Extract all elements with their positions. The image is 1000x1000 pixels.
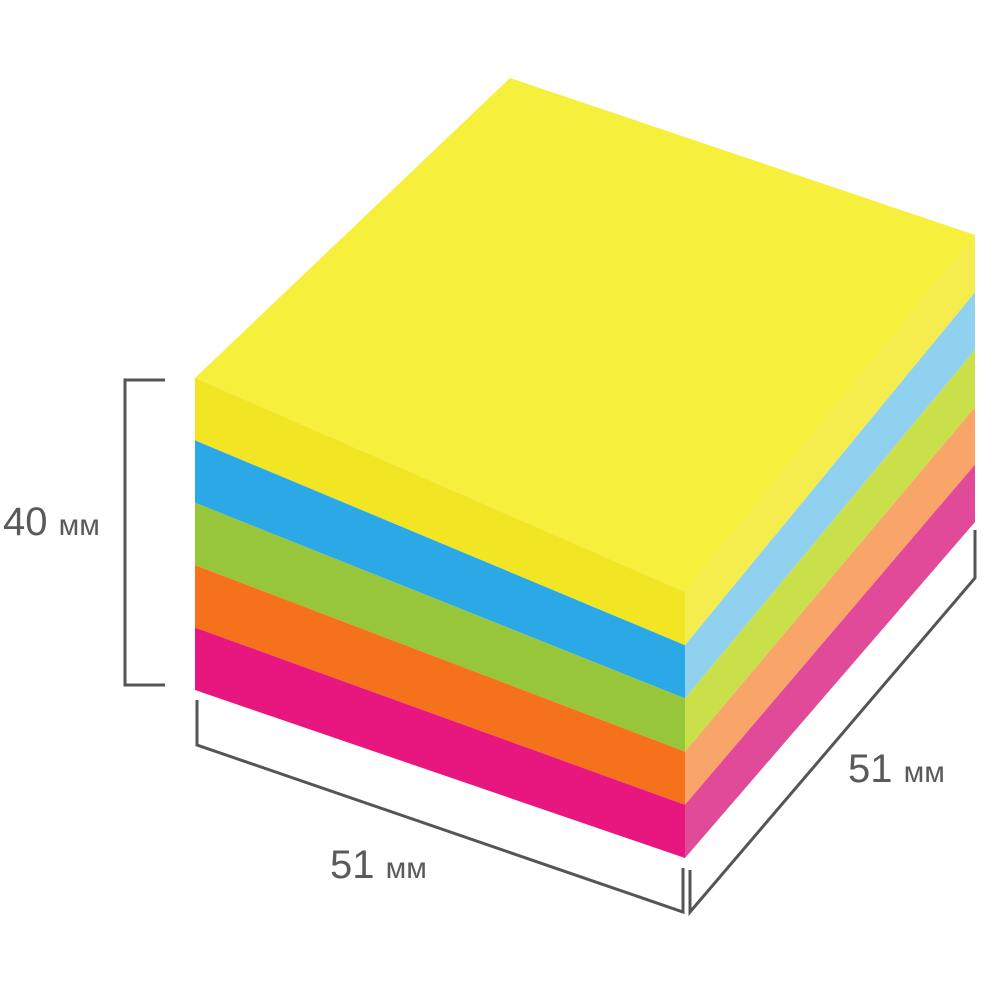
layer-green-side [685, 349, 975, 752]
layer-yellow-side [685, 235, 975, 646]
layer-yellow-front [195, 378, 685, 646]
layer-blue-side [685, 292, 975, 699]
layer-blue-front [195, 440, 685, 699]
layer-pink-front [195, 627, 685, 858]
height-label: 40 мм [3, 500, 100, 544]
layer-pink-side [685, 464, 975, 858]
height-dimension-line [123, 378, 165, 687]
depth-label: 51 мм [848, 747, 945, 791]
depth-dimension-line [688, 530, 977, 917]
width-dimension-line [195, 700, 685, 915]
cube-top-face [195, 78, 975, 592]
layer-orange-front [195, 565, 685, 805]
layer-orange-side [685, 407, 975, 805]
width-label: 51 мм [330, 843, 427, 887]
layer-green-front [195, 502, 685, 752]
